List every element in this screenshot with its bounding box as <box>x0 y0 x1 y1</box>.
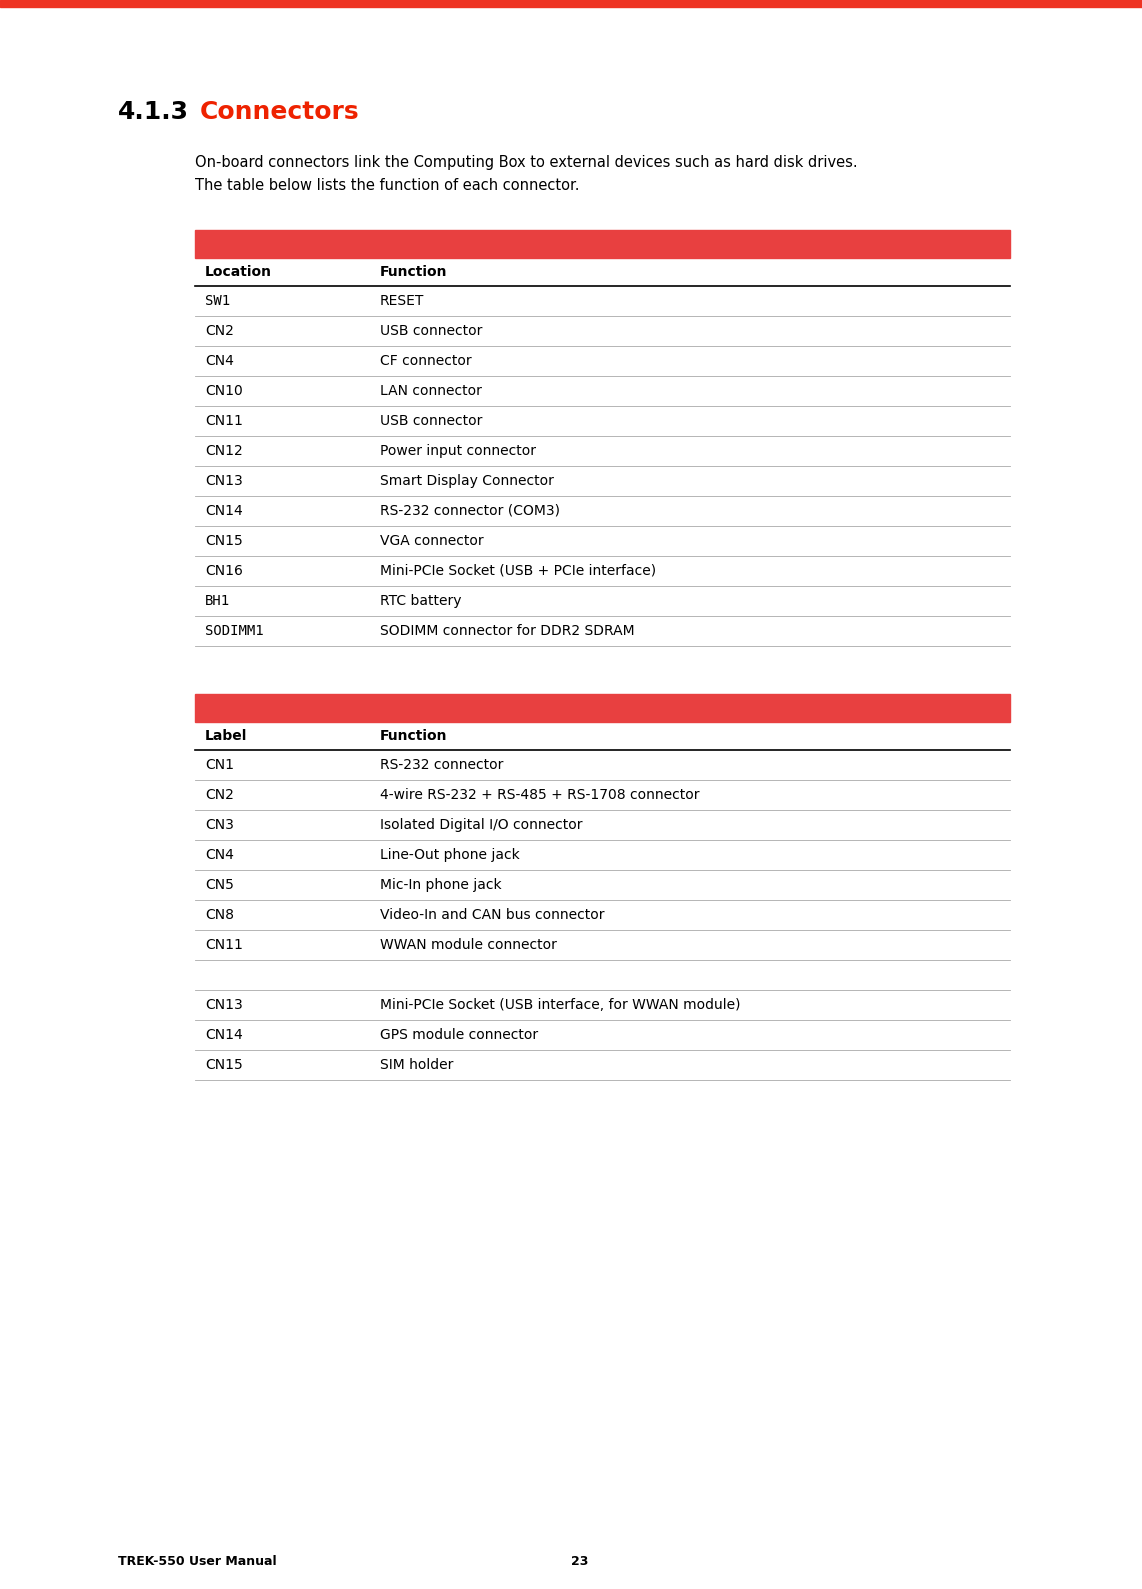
Text: CN4: CN4 <box>206 849 234 861</box>
Text: On-board connectors link the Computing Box to external devices such as hard disk: On-board connectors link the Computing B… <box>195 156 858 170</box>
Text: CN3: CN3 <box>206 818 234 833</box>
Text: Mini-PCIe Socket (USB + PCIe interface): Mini-PCIe Socket (USB + PCIe interface) <box>380 564 657 578</box>
Text: CN13: CN13 <box>206 474 243 488</box>
Text: CN15: CN15 <box>206 534 243 548</box>
Bar <box>195 230 1010 257</box>
Text: SODIMM connector for DDR2 SDRAM: SODIMM connector for DDR2 SDRAM <box>380 624 635 639</box>
Text: The table below lists the function of each connector.: The table below lists the function of ea… <box>195 178 579 192</box>
Text: RS-232 connector (COM3): RS-232 connector (COM3) <box>380 504 560 518</box>
Text: Video-In and CAN bus connector: Video-In and CAN bus connector <box>380 907 604 922</box>
Text: CN13: CN13 <box>206 998 243 1012</box>
Text: Function: Function <box>380 265 448 280</box>
Text: USB connector: USB connector <box>380 324 482 338</box>
Text: CF connector: CF connector <box>380 354 472 369</box>
Text: RESET: RESET <box>380 294 425 308</box>
Text: GPS module connector: GPS module connector <box>380 1028 538 1042</box>
Text: Mini-PCIe Socket (USB interface, for WWAN module): Mini-PCIe Socket (USB interface, for WWA… <box>380 998 740 1012</box>
Text: Mic-In phone jack: Mic-In phone jack <box>380 879 501 891</box>
Bar <box>0 0 1142 6</box>
Text: WWAN module connector: WWAN module connector <box>380 938 557 952</box>
Text: 4-wire RS-232 + RS-485 + RS-1708 connector: 4-wire RS-232 + RS-485 + RS-1708 connect… <box>380 788 700 802</box>
Text: CN1: CN1 <box>206 758 234 772</box>
Text: CN2: CN2 <box>206 788 234 802</box>
Text: CN11: CN11 <box>206 938 243 952</box>
Text: Function: Function <box>380 729 448 744</box>
Text: 4.1.3: 4.1.3 <box>118 100 188 124</box>
Text: Table 4.1: Connectors on motherboard: Table 4.1: Connectors on motherboard <box>206 237 507 251</box>
Text: CN16: CN16 <box>206 564 243 578</box>
Text: CN12: CN12 <box>206 443 243 458</box>
Text: Label: Label <box>206 729 248 744</box>
Text: CN10: CN10 <box>206 385 243 397</box>
Text: 23: 23 <box>571 1556 588 1568</box>
Text: SW1: SW1 <box>206 294 231 308</box>
Text: SIM holder: SIM holder <box>380 1058 453 1073</box>
Text: CN4: CN4 <box>206 354 234 369</box>
Text: SODIMM1: SODIMM1 <box>206 624 264 639</box>
Text: CN2: CN2 <box>206 324 234 338</box>
Text: Smart Display Connector: Smart Display Connector <box>380 474 554 488</box>
Text: CN14: CN14 <box>206 504 243 518</box>
Text: Table 4.2: Connectors on daughter board: Table 4.2: Connectors on daughter board <box>206 701 526 715</box>
Text: Power input connector: Power input connector <box>380 443 536 458</box>
Text: CN15: CN15 <box>206 1058 243 1073</box>
Text: BH1: BH1 <box>206 594 231 609</box>
Text: TREK-550 User Manual: TREK-550 User Manual <box>118 1556 276 1568</box>
Text: VGA connector: VGA connector <box>380 534 483 548</box>
Text: CN14: CN14 <box>206 1028 243 1042</box>
Text: RTC battery: RTC battery <box>380 594 461 609</box>
Text: RS-232 connector: RS-232 connector <box>380 758 504 772</box>
Text: Line-Out phone jack: Line-Out phone jack <box>380 849 520 861</box>
Text: CN5: CN5 <box>206 879 234 891</box>
Text: USB connector: USB connector <box>380 415 482 427</box>
Text: CN11: CN11 <box>206 415 243 427</box>
Text: Location: Location <box>206 265 272 280</box>
Text: Connectors: Connectors <box>200 100 360 124</box>
Text: Isolated Digital I/O connector: Isolated Digital I/O connector <box>380 818 582 833</box>
Text: LAN connector: LAN connector <box>380 385 482 397</box>
Text: CN8: CN8 <box>206 907 234 922</box>
Bar <box>195 694 1010 721</box>
